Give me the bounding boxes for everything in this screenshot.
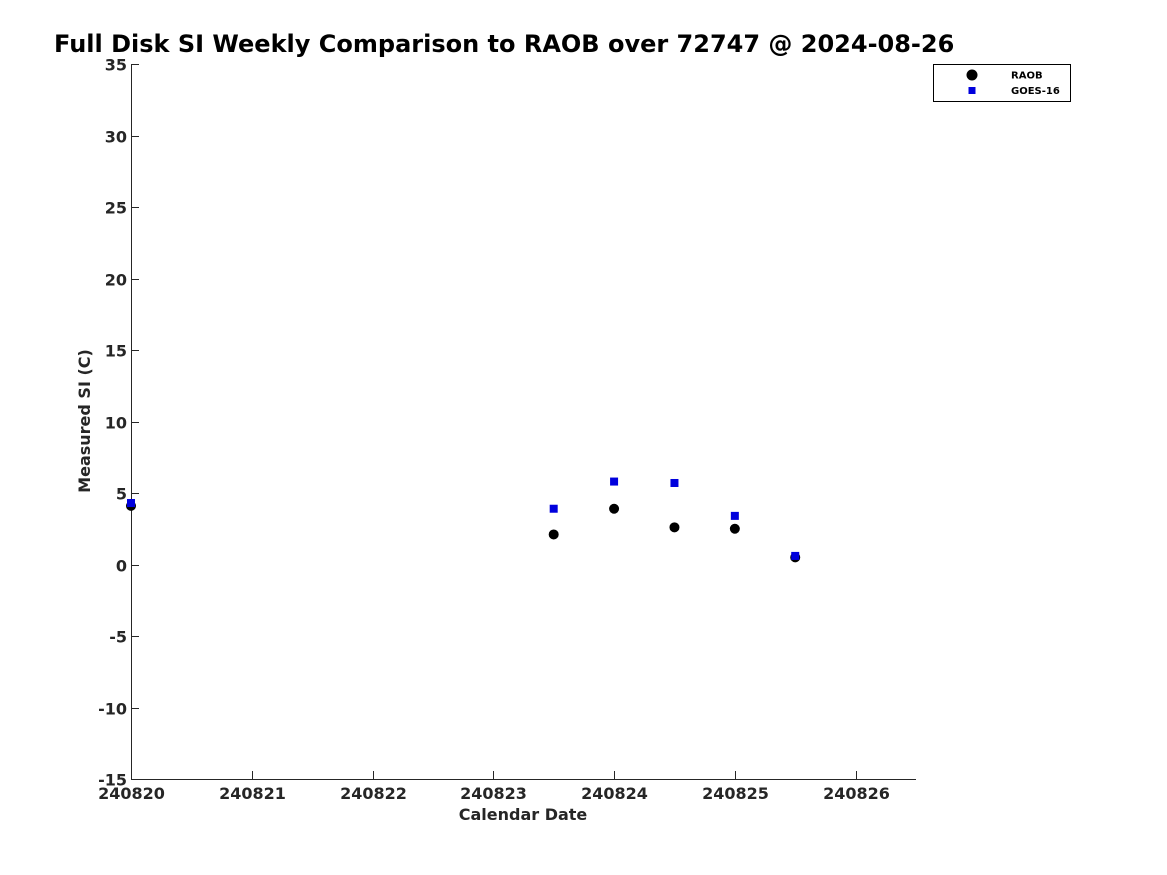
x-tick-label: 240824 — [581, 784, 648, 803]
legend-marker-raob — [966, 69, 978, 81]
y-tick-label: -10 — [98, 700, 127, 719]
x-tick-label: 240820 — [98, 784, 165, 803]
data-point-goes-16 — [791, 551, 800, 560]
y-ticks: -15 -10 -5 0 5 10 15 20 25 30 35 — [98, 56, 139, 790]
legend-label: GOES-16 — [1011, 86, 1060, 97]
data-point-raob — [669, 522, 680, 533]
y-axis-label: Measured SI (C) — [75, 349, 94, 493]
y-tick-label: 35 — [105, 56, 127, 75]
legend-entries: RAOB GOES-16 — [966, 69, 1060, 97]
data-points — [126, 477, 801, 563]
y-tick-label: 10 — [105, 414, 127, 433]
data-point-raob — [609, 503, 620, 514]
data-point-goes-16 — [610, 477, 619, 486]
x-axis-label: Calendar Date — [459, 805, 588, 824]
data-point-goes-16 — [730, 511, 739, 520]
x-ticks: 240820 240821 240822 240823 240824 240825 2408… — [98, 771, 890, 803]
x-tick-label: 240826 — [823, 784, 890, 803]
data-point-goes-16 — [670, 478, 679, 487]
x-tick-label: 240822 — [340, 784, 407, 803]
y-tick-label: 20 — [105, 271, 127, 290]
x-tick-label: 240821 — [219, 784, 286, 803]
x-tick-label: 240823 — [460, 784, 527, 803]
y-tick-label: -5 — [109, 628, 127, 647]
y-tick-label: -15 — [98, 771, 127, 790]
legend-label: RAOB — [1011, 71, 1043, 82]
x-tick-label: 240825 — [702, 784, 769, 803]
chart-title: Full Disk SI Weekly Comparison to RAOB o… — [54, 30, 954, 58]
y-tick-label: 15 — [105, 342, 127, 361]
legend: RAOB GOES-16 — [933, 64, 1071, 102]
legend-box — [933, 64, 1071, 102]
data-point-goes-16 — [127, 499, 135, 508]
data-point-goes-16 — [549, 504, 558, 513]
y-tick-label: 25 — [105, 199, 127, 218]
data-point-raob — [548, 529, 559, 540]
legend-marker-goes-16 — [968, 87, 976, 94]
data-point-raob — [729, 523, 740, 534]
y-tick-label: 0 — [116, 557, 127, 576]
y-tick-label: 5 — [116, 485, 127, 504]
y-tick-label: 30 — [105, 128, 127, 147]
